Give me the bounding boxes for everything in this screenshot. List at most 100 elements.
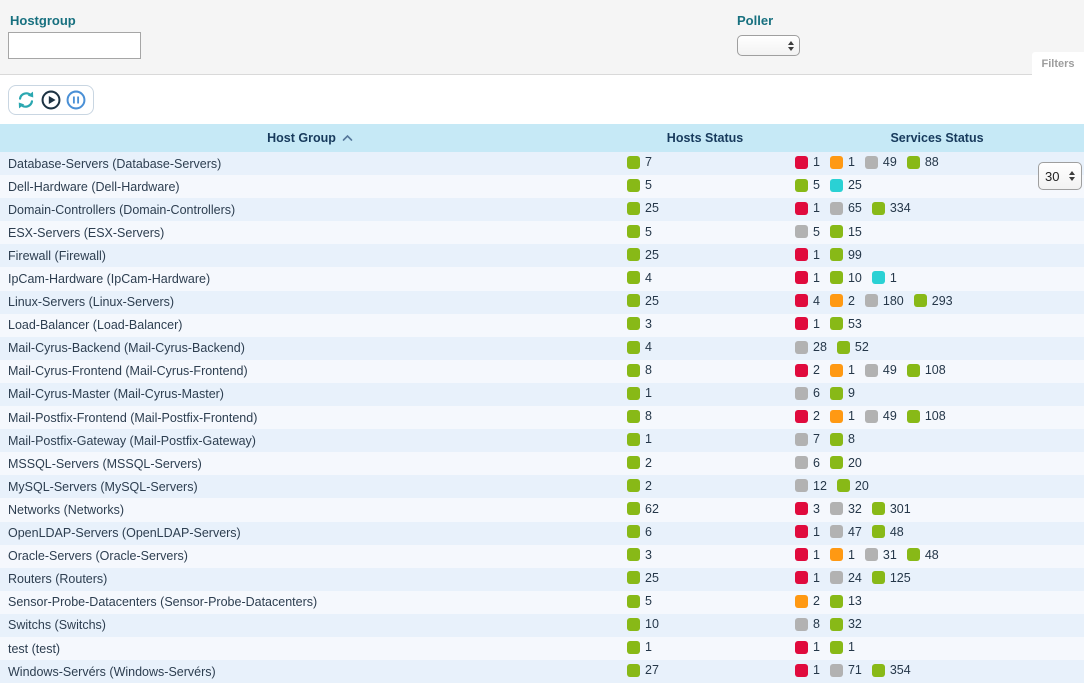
status-ok-badge[interactable]: 301 bbox=[871, 502, 911, 516]
status-up-badge[interactable]: 5 bbox=[627, 225, 652, 239]
status-critical-badge[interactable]: 2 bbox=[795, 409, 820, 423]
table-row[interactable]: Mail-Cyrus-Frontend (Mail-Cyrus-Frontend… bbox=[0, 359, 1084, 383]
status-warning-badge[interactable]: 2 bbox=[795, 594, 820, 608]
status-unknown-badge[interactable]: 71 bbox=[829, 663, 862, 677]
status-ok-badge[interactable]: 32 bbox=[829, 617, 862, 631]
table-row[interactable]: Database-Servers (Database-Servers) 7 1 1 49… bbox=[0, 152, 1084, 176]
status-critical-badge[interactable]: 1 bbox=[795, 248, 820, 262]
status-unknown-badge[interactable]: 65 bbox=[829, 201, 862, 215]
status-up-badge[interactable]: 25 bbox=[627, 248, 659, 262]
table-row[interactable]: Mail-Postfix-Frontend (Mail-Postfix-Fron… bbox=[0, 406, 1084, 430]
status-critical-badge[interactable]: 1 bbox=[795, 155, 820, 169]
status-critical-badge[interactable]: 4 bbox=[795, 294, 820, 308]
table-row[interactable]: MySQL-Servers (MySQL-Servers) 2 12 20 bbox=[0, 475, 1084, 499]
status-critical-badge[interactable]: 1 bbox=[795, 548, 820, 562]
table-row[interactable]: Sensor-Probe-Datacenters (Sensor-Probe-D… bbox=[0, 590, 1084, 614]
status-ok-badge[interactable]: 354 bbox=[871, 663, 911, 677]
status-up-badge[interactable]: 2 bbox=[627, 456, 652, 470]
column-header-host-group[interactable]: Host Group bbox=[0, 131, 620, 145]
status-warning-badge[interactable]: 1 bbox=[829, 409, 855, 423]
status-pending-badge[interactable]: 1 bbox=[871, 271, 897, 285]
status-critical-badge[interactable]: 1 bbox=[795, 271, 820, 285]
table-row[interactable]: Oracle-Servers (Oracle-Servers) 3 1 1 31 48 bbox=[0, 544, 1084, 568]
status-ok-badge[interactable]: 13 bbox=[829, 594, 862, 608]
status-ok-badge[interactable]: 48 bbox=[871, 525, 904, 539]
status-up-badge[interactable]: 62 bbox=[627, 502, 659, 516]
table-row[interactable]: Dell-Hardware (Dell-Hardware) 5 5 25 bbox=[0, 175, 1084, 199]
status-up-badge[interactable]: 8 bbox=[627, 409, 652, 423]
status-up-badge[interactable]: 10 bbox=[627, 617, 659, 631]
status-ok-badge[interactable]: 20 bbox=[836, 479, 869, 493]
table-row[interactable]: Mail-Cyrus-Master (Mail-Cyrus-Master) 1 6 9 bbox=[0, 382, 1084, 407]
status-unknown-badge[interactable]: 49 bbox=[864, 409, 897, 423]
status-critical-badge[interactable]: 1 bbox=[795, 201, 820, 215]
status-unknown-badge[interactable]: 6 bbox=[795, 386, 820, 400]
status-unknown-badge[interactable]: 12 bbox=[795, 479, 827, 493]
status-up-badge[interactable]: 27 bbox=[627, 663, 659, 677]
status-ok-badge[interactable]: 15 bbox=[829, 225, 862, 239]
table-row[interactable]: Linux-Servers (Linux-Servers) 25 4 2 180 293 bbox=[0, 290, 1084, 314]
status-unknown-badge[interactable]: 7 bbox=[795, 432, 820, 446]
pause-icon[interactable] bbox=[65, 89, 87, 111]
status-unknown-badge[interactable]: 47 bbox=[829, 525, 862, 539]
poller-select[interactable] bbox=[737, 35, 800, 56]
status-ok-badge[interactable]: 20 bbox=[829, 456, 862, 470]
table-row[interactable]: Routers (Routers) 25 1 24 125 bbox=[0, 567, 1084, 591]
status-critical-badge[interactable]: 1 bbox=[795, 663, 820, 677]
status-ok-badge[interactable]: 334 bbox=[871, 201, 911, 215]
status-ok-badge[interactable]: 8 bbox=[829, 432, 855, 446]
status-ok-badge[interactable]: 52 bbox=[836, 340, 869, 354]
status-unknown-badge[interactable]: 5 bbox=[795, 225, 820, 239]
status-warning-badge[interactable]: 1 bbox=[829, 548, 855, 562]
status-up-badge[interactable]: 5 bbox=[627, 594, 652, 608]
status-critical-badge[interactable]: 1 bbox=[795, 640, 820, 654]
status-up-badge[interactable]: 5 bbox=[627, 178, 652, 192]
table-row[interactable]: Switchs (Switchs) 10 8 32 bbox=[0, 613, 1084, 637]
table-row[interactable]: ESX-Servers (ESX-Servers) 5 5 15 bbox=[0, 221, 1084, 245]
table-row[interactable]: MSSQL-Servers (MSSQL-Servers) 2 6 20 bbox=[0, 452, 1084, 476]
status-ok-badge[interactable]: 108 bbox=[906, 363, 946, 377]
status-up-badge[interactable]: 6 bbox=[627, 525, 652, 539]
table-row[interactable]: test (test) 1 1 1 bbox=[0, 636, 1084, 661]
status-up-badge[interactable]: 4 bbox=[627, 340, 652, 354]
status-up-badge[interactable]: 1 bbox=[627, 640, 652, 654]
status-critical-badge[interactable]: 3 bbox=[795, 502, 820, 516]
status-up-badge[interactable]: 7 bbox=[627, 155, 652, 169]
status-ok-badge[interactable]: 5 bbox=[795, 178, 820, 192]
status-warning-badge[interactable]: 2 bbox=[829, 294, 855, 308]
status-pending-badge[interactable]: 25 bbox=[829, 178, 862, 192]
status-up-badge[interactable]: 25 bbox=[627, 571, 659, 585]
status-unknown-badge[interactable]: 6 bbox=[795, 456, 820, 470]
status-up-badge[interactable]: 4 bbox=[627, 271, 652, 285]
table-row[interactable]: Load-Balancer (Load-Balancer) 3 1 53 bbox=[0, 313, 1084, 337]
table-row[interactable]: IpCam-Hardware (IpCam-Hardware) 4 1 10 1 bbox=[0, 267, 1084, 291]
hostgroup-input[interactable] bbox=[8, 32, 141, 59]
status-ok-badge[interactable]: 99 bbox=[829, 248, 862, 262]
table-row[interactable]: Mail-Postfix-Gateway (Mail-Postfix-Gatew… bbox=[0, 429, 1084, 453]
status-ok-badge[interactable]: 9 bbox=[829, 386, 855, 400]
column-header-services-status[interactable]: Services Status bbox=[790, 131, 1084, 145]
status-critical-badge[interactable]: 2 bbox=[795, 363, 820, 377]
page-size-select[interactable]: 30 bbox=[1038, 162, 1082, 190]
status-ok-badge[interactable]: 10 bbox=[829, 271, 862, 285]
status-ok-badge[interactable]: 125 bbox=[871, 571, 911, 585]
status-up-badge[interactable]: 2 bbox=[627, 479, 652, 493]
status-warning-badge[interactable]: 1 bbox=[829, 155, 855, 169]
status-up-badge[interactable]: 3 bbox=[627, 548, 652, 562]
table-row[interactable]: Domain-Controllers (Domain-Controllers) 2… bbox=[0, 198, 1084, 222]
refresh-icon[interactable] bbox=[15, 89, 37, 111]
status-ok-badge[interactable]: 1 bbox=[829, 640, 855, 654]
table-row[interactable]: OpenLDAP-Servers (OpenLDAP-Servers) 6 1 47 4… bbox=[0, 521, 1084, 545]
table-row[interactable]: Mail-Cyrus-Backend (Mail-Cyrus-Backend) 4… bbox=[0, 336, 1084, 360]
status-critical-badge[interactable]: 1 bbox=[795, 317, 820, 331]
status-unknown-badge[interactable]: 31 bbox=[864, 548, 897, 562]
status-unknown-badge[interactable]: 24 bbox=[829, 571, 862, 585]
status-unknown-badge[interactable]: 28 bbox=[795, 340, 827, 354]
status-up-badge[interactable]: 3 bbox=[627, 317, 652, 331]
status-warning-badge[interactable]: 1 bbox=[829, 363, 855, 377]
table-row[interactable]: Networks (Networks) 62 3 32 301 bbox=[0, 498, 1084, 522]
table-row[interactable]: Firewall (Firewall) 25 1 99 bbox=[0, 244, 1084, 268]
status-unknown-badge[interactable]: 8 bbox=[795, 617, 820, 631]
status-ok-badge[interactable]: 88 bbox=[906, 155, 939, 169]
status-critical-badge[interactable]: 1 bbox=[795, 571, 820, 585]
